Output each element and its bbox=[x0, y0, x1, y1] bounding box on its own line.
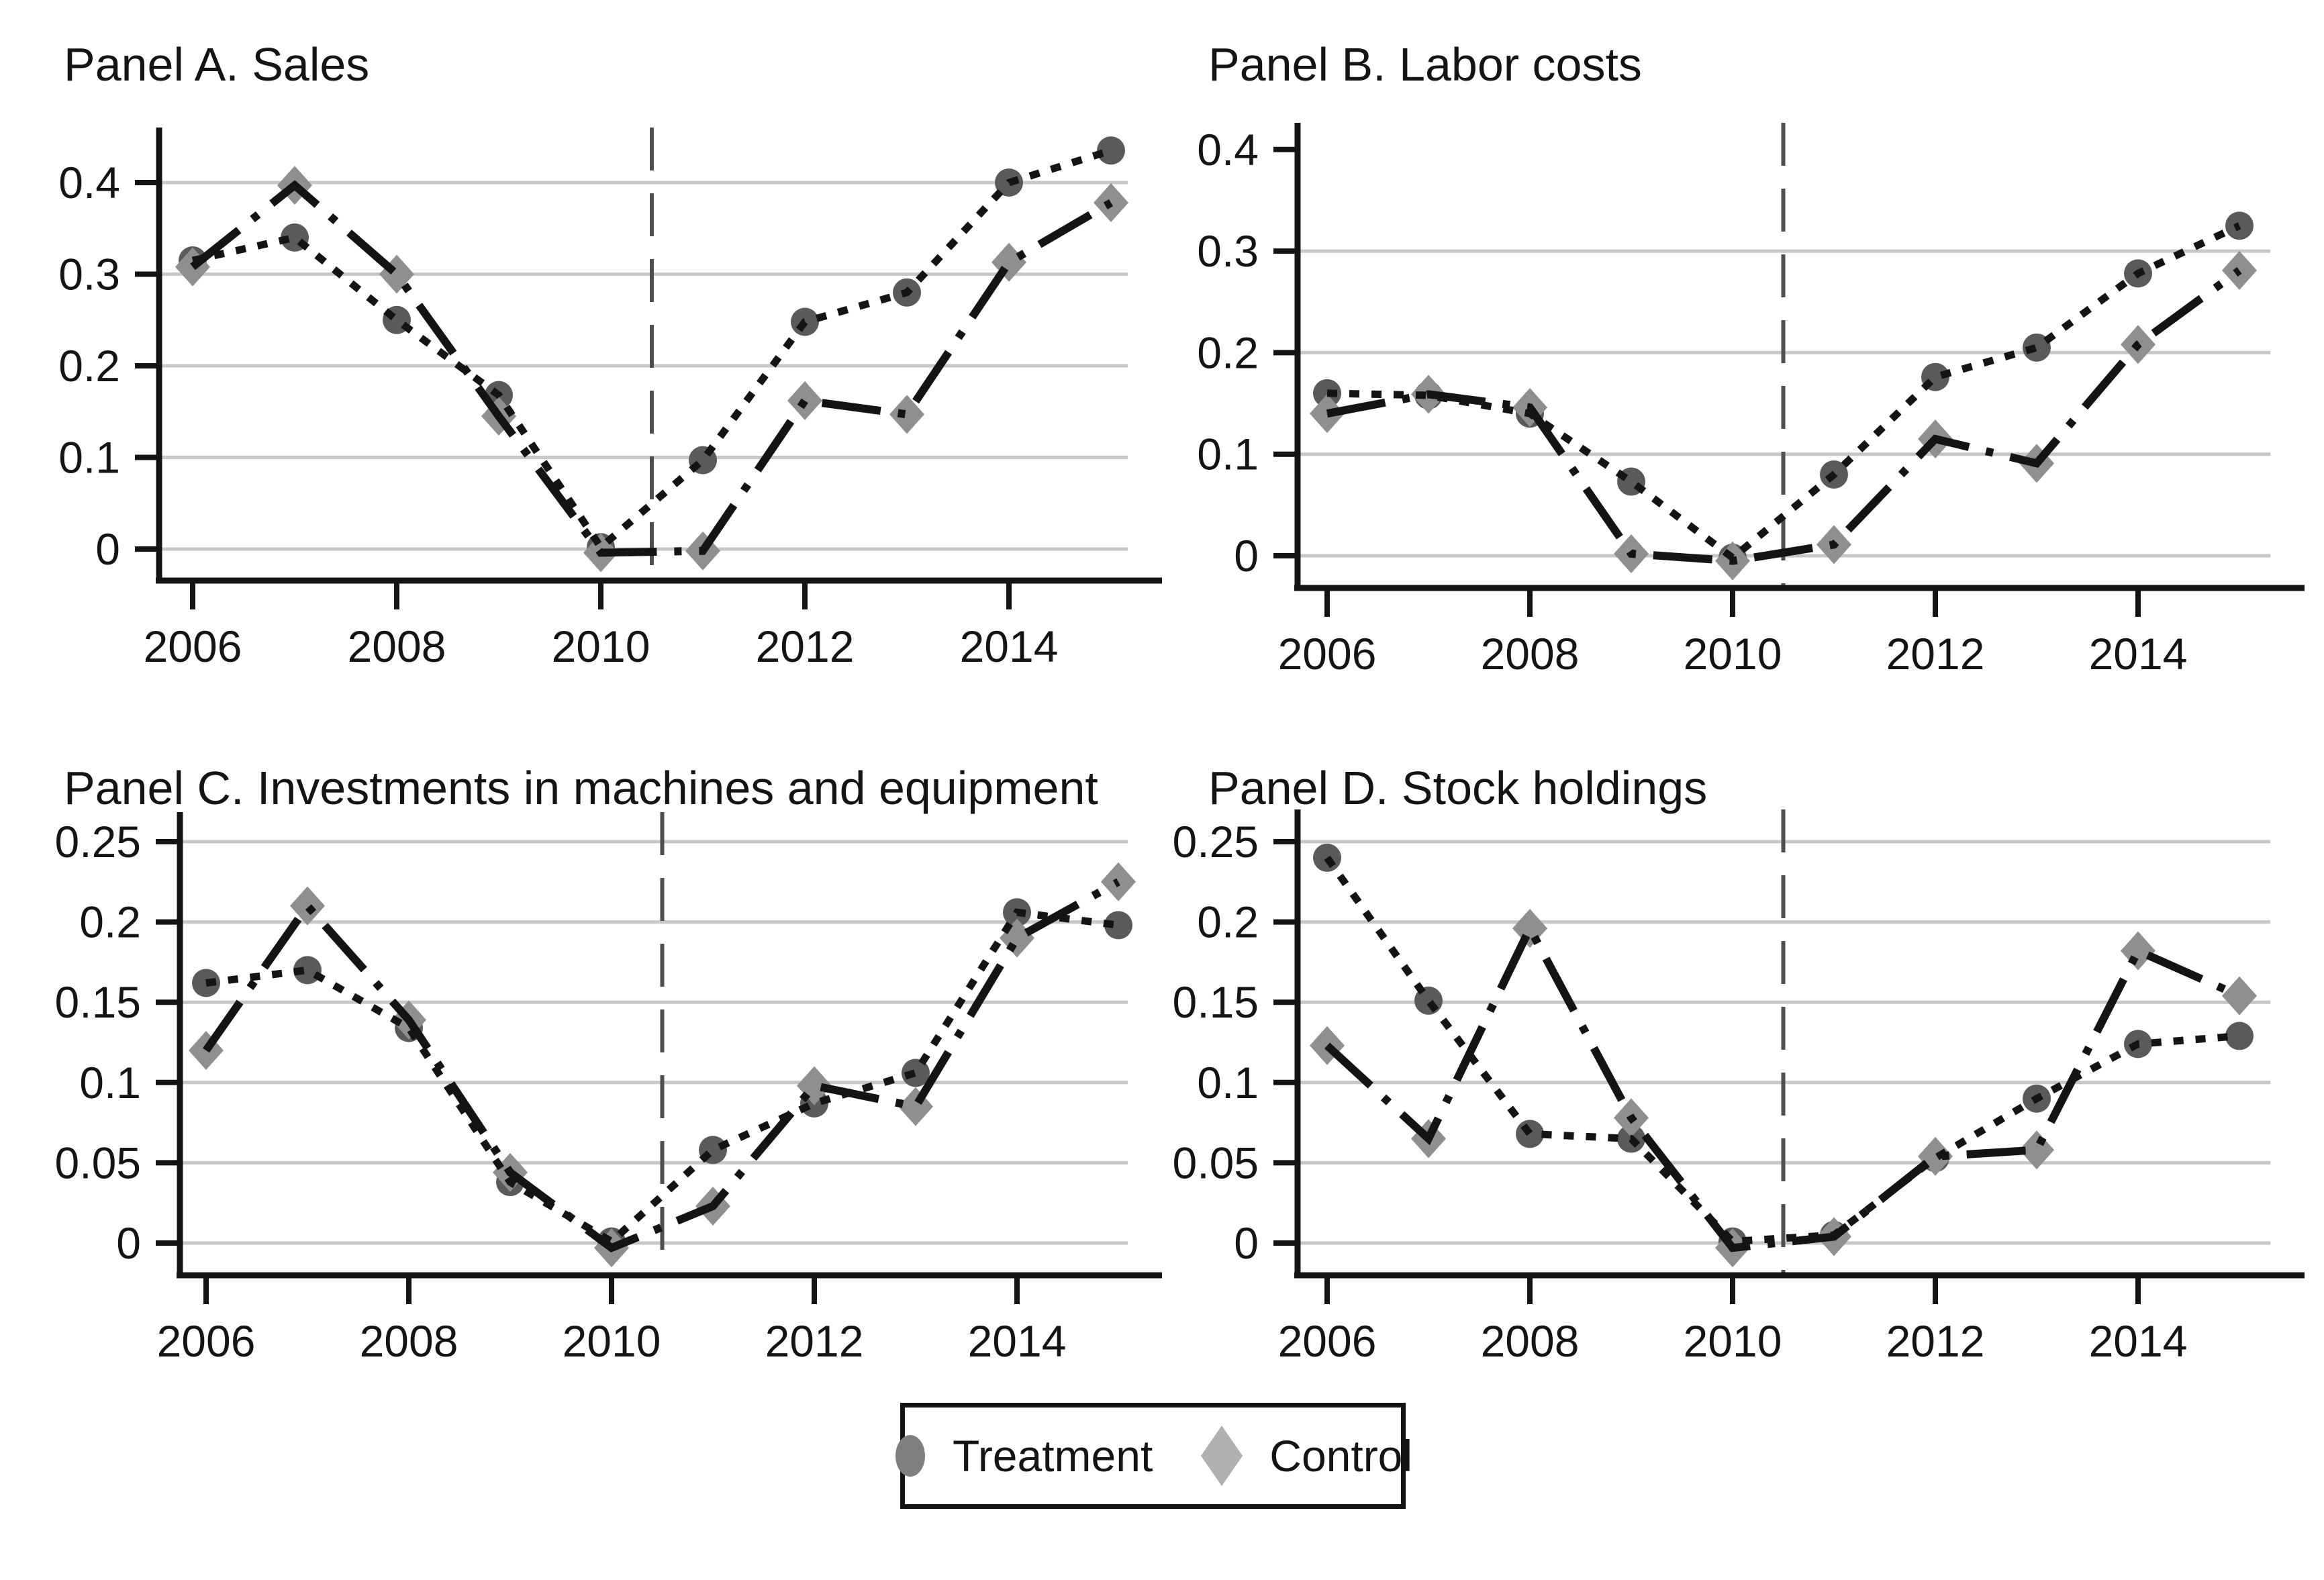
control-marker bbox=[889, 395, 924, 434]
panel-a-plot-area: 0 0.1 0.2 0.3 0.4 2006 2008 2010 2012 2014 bbox=[58, 128, 1162, 671]
legend-label-control: Control bbox=[1269, 1431, 1413, 1481]
panel-a-sales: Panel A. Sales 0 0.1 0.2 0.3 0.4 2006 2008 2010… bbox=[0, 0, 1162, 722]
legend-item-control: Control bbox=[1200, 1424, 1412, 1487]
y-tick-label: 0.4 bbox=[1197, 125, 1259, 175]
y-tick-label: 0.1 bbox=[58, 433, 120, 483]
panel-b-plot-area: 0 0.1 0.2 0.3 0.4 2006 2008 2010 2012 2014 bbox=[1197, 123, 2305, 679]
treatment-marker bbox=[1097, 136, 1125, 165]
panel-b-chart: Panel B. Labor costs 0 0.1 0.2 0.3 0.4 2006 20… bbox=[1197, 38, 2305, 679]
panel-d-stock-holdings: Panel D. Stock holdings 0 0.05 0.1 0.15 0.2 0… bbox=[1162, 724, 2324, 1445]
treatment-marker bbox=[1104, 911, 1132, 940]
treatment-marker bbox=[2225, 1022, 2254, 1050]
control-marker bbox=[2222, 976, 2257, 1016]
panel-d-plot-area: 0 0.05 0.1 0.15 0.2 0.25 2006 2008 2010 2012 2014 bbox=[1173, 809, 2305, 1366]
y-tick-label: 0.2 bbox=[1197, 897, 1259, 947]
control-line bbox=[1324, 919, 2241, 1252]
y-tick-label: 0 bbox=[1234, 531, 1259, 581]
x-tick-label: 2010 bbox=[552, 622, 650, 671]
y-tick-label: 0 bbox=[95, 524, 120, 574]
x-tick-label: 2008 bbox=[1481, 629, 1580, 679]
x-tick-label: 2012 bbox=[765, 1316, 864, 1366]
control-line bbox=[190, 180, 1114, 557]
y-tick-label: 0.2 bbox=[1197, 328, 1259, 377]
x-tick-label: 2008 bbox=[348, 622, 446, 671]
y-tick-label: 0.05 bbox=[55, 1138, 141, 1187]
panel-d-chart: Panel D. Stock holdings 00.050.10.150.20… bbox=[1173, 762, 2305, 1366]
x-tick-label: 2006 bbox=[1278, 629, 1377, 679]
control-marker bbox=[898, 1087, 933, 1126]
panel-c-investments: Panel C. Investments in machines and equ… bbox=[0, 724, 1162, 1445]
y-tick-label: 0 bbox=[116, 1218, 141, 1268]
panel-c-title: Panel C. Investments in machines and equ… bbox=[64, 762, 1098, 814]
treatment-marker bbox=[1516, 1120, 1544, 1148]
y-tick-label: 0.2 bbox=[79, 897, 141, 947]
y-tick-label: 0.25 bbox=[1173, 817, 1259, 867]
x-tick-label: 2014 bbox=[968, 1316, 1067, 1366]
y-tick-label: 0.1 bbox=[1197, 430, 1259, 479]
control-line bbox=[203, 878, 1120, 1253]
y-tick-label: 0.3 bbox=[58, 250, 120, 299]
control-line bbox=[1326, 267, 2242, 565]
y-tick-label: 0.2 bbox=[58, 341, 120, 391]
panel-c-plot-area: 0 0.05 0.1 0.15 0.2 0.25 2006 2008 2010 2012 2014 bbox=[55, 812, 1162, 1366]
control-marker bbox=[1918, 1136, 1953, 1176]
legend: Treatment Control bbox=[895, 1403, 1412, 1509]
control-diamond-icon bbox=[1201, 1426, 1243, 1486]
y-tick-label: 0.1 bbox=[1197, 1058, 1259, 1107]
treatment-line bbox=[205, 908, 1119, 1246]
y-tick-label: 0.25 bbox=[55, 817, 141, 867]
panel-a-chart: Panel A. Sales 0 0.1 0.2 0.3 0.4 2006 2008 2010… bbox=[58, 38, 1162, 671]
treatment-marker bbox=[902, 1058, 930, 1087]
x-tick-label: 2012 bbox=[756, 622, 855, 671]
control-marker bbox=[787, 381, 822, 420]
control-marker bbox=[1000, 918, 1034, 958]
control-marker bbox=[1512, 909, 1547, 948]
panel-b-title: Panel B. Labor costs bbox=[1208, 38, 1642, 91]
x-tick-label: 2010 bbox=[1684, 629, 1782, 679]
panel-d-title: Panel D. Stock holdings bbox=[1208, 762, 1707, 814]
x-tick-label: 2012 bbox=[1886, 629, 1985, 679]
y-tick-label: 0.4 bbox=[58, 158, 120, 207]
y-tick-label: 0.05 bbox=[1173, 1138, 1259, 1187]
x-tick-label: 2006 bbox=[157, 1316, 256, 1366]
panel-b-labor-costs: Panel B. Labor costs 0 0.1 0.2 0.3 0.4 2006 20… bbox=[1162, 0, 2324, 722]
control-marker bbox=[2019, 1130, 2054, 1170]
y-tick-label: 0.15 bbox=[55, 977, 141, 1027]
x-tick-label: 2014 bbox=[960, 622, 1059, 671]
control-marker bbox=[2121, 931, 2156, 971]
legend-item-treatment: Treatment bbox=[893, 1430, 1153, 1481]
control-marker bbox=[290, 886, 325, 926]
x-tick-label: 2012 bbox=[1886, 1316, 1985, 1366]
y-tick-label: 0.15 bbox=[1173, 977, 1259, 1027]
x-tick-label: 2010 bbox=[1684, 1316, 1782, 1366]
x-tick-label: 2008 bbox=[360, 1316, 458, 1366]
x-tick-label: 2006 bbox=[144, 622, 242, 671]
legend-label-treatment: Treatment bbox=[952, 1431, 1153, 1481]
panel-c-chart: Panel C. Investments in machines and equ… bbox=[55, 762, 1162, 1366]
treatment-marker bbox=[2023, 333, 2051, 362]
x-tick-label: 2010 bbox=[563, 1316, 661, 1366]
y-tick-label: 0.1 bbox=[79, 1058, 141, 1107]
panel-a-title: Panel A. Sales bbox=[64, 38, 369, 91]
x-tick-label: 2006 bbox=[1278, 1316, 1377, 1366]
y-tick-label: 0 bbox=[1234, 1218, 1259, 1268]
x-tick-label: 2008 bbox=[1481, 1316, 1580, 1366]
x-tick-label: 2014 bbox=[2089, 1316, 2188, 1366]
x-tick-label: 2014 bbox=[2089, 629, 2188, 679]
treatment-circle-icon bbox=[895, 1435, 925, 1477]
y-tick-label: 0.3 bbox=[1197, 226, 1259, 276]
treatment-line bbox=[1326, 222, 2241, 563]
